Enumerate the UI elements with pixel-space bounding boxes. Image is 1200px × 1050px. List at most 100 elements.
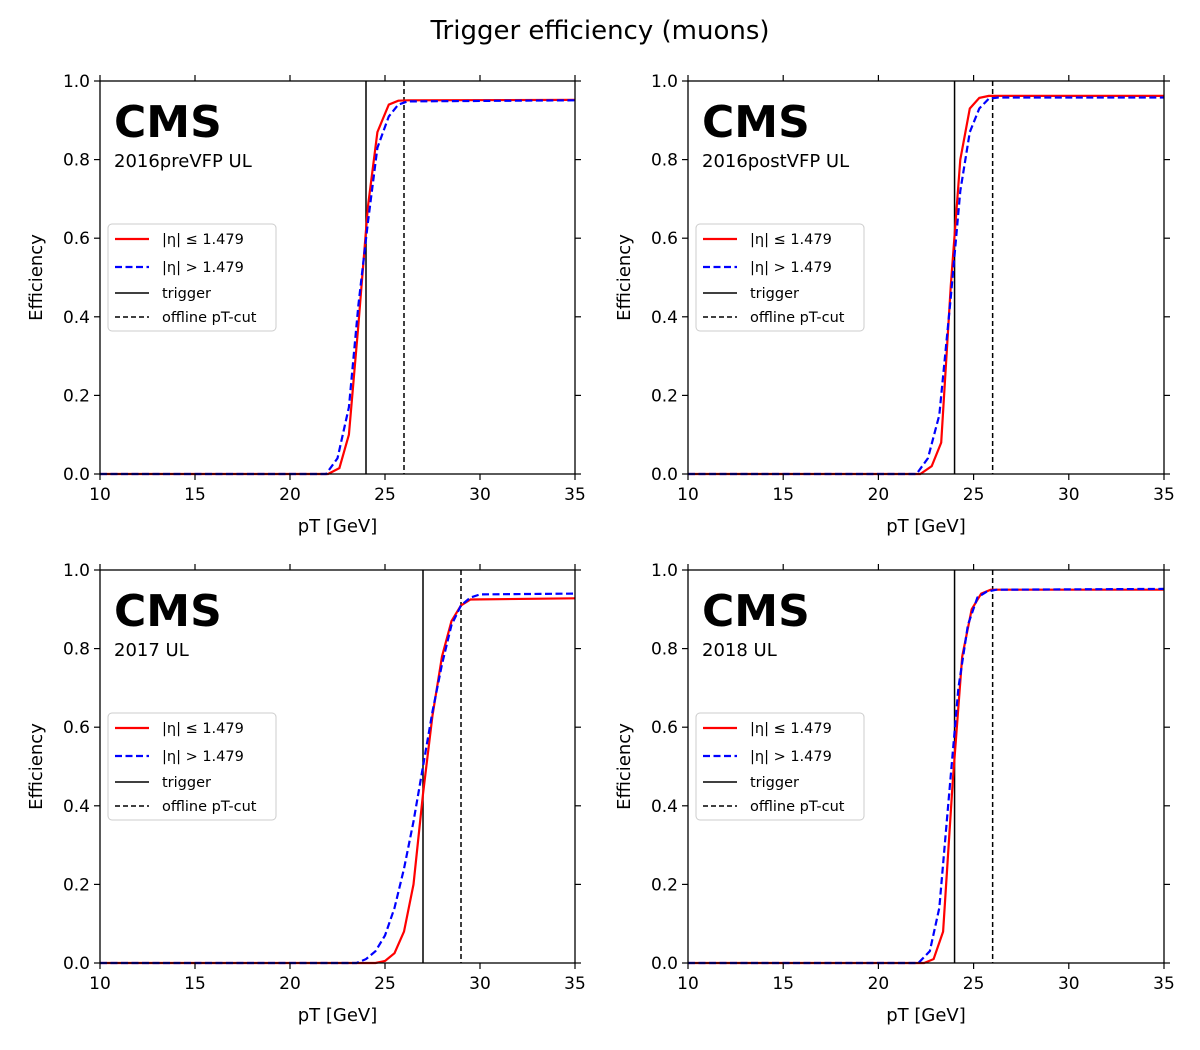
x-tick-label: 35 xyxy=(1153,485,1175,505)
y-tick-label: 0.0 xyxy=(63,954,90,974)
legend-label-trigger: trigger xyxy=(750,286,799,302)
y-axis-label: Efficiency xyxy=(26,723,47,810)
plot-frame xyxy=(687,569,1165,964)
series-barrel-line xyxy=(688,94,1164,476)
legend-box xyxy=(107,712,277,821)
legend-label-endcap: |η| > 1.479 xyxy=(750,260,832,276)
x-axis-label: pT [GeV] xyxy=(886,1005,966,1026)
x-tick-label: 35 xyxy=(564,974,586,994)
legend-label-trigger: trigger xyxy=(750,775,799,791)
x-tick-label: 25 xyxy=(374,485,396,505)
y-axis-label: Efficiency xyxy=(614,234,635,321)
legend-label-offline: offline pT-cut xyxy=(750,310,845,326)
x-axis-label: pT [GeV] xyxy=(298,1005,378,1026)
y-tick-label: 0.6 xyxy=(63,718,90,738)
legend-label-barrel: |η| ≤ 1.479 xyxy=(162,232,244,248)
y-tick-label: 0.8 xyxy=(63,151,90,171)
y-tick-label: 0.0 xyxy=(651,954,678,974)
series-endcap-line xyxy=(100,592,576,965)
x-tick-label: 15 xyxy=(772,974,794,994)
cms-label: CMS xyxy=(702,97,810,148)
x-tick-label: 35 xyxy=(564,485,586,505)
legend-label-offline: offline pT-cut xyxy=(162,799,257,815)
x-tick-label: 10 xyxy=(89,974,111,994)
era-subtitle: 2017 UL xyxy=(114,640,189,661)
legend-label-barrel: |η| ≤ 1.479 xyxy=(750,721,832,737)
x-tick-label: 10 xyxy=(677,485,699,505)
y-tick-label: 1.0 xyxy=(63,72,90,92)
x-tick-label: 10 xyxy=(89,485,111,505)
cms-label: CMS xyxy=(702,586,810,637)
y-tick-label: 0.8 xyxy=(651,640,678,660)
y-tick-label: 0.2 xyxy=(63,386,90,406)
x-tick-label: 10 xyxy=(677,974,699,994)
legend: |η| ≤ 1.479 |η| > 1.479 trigger offline pT-… xyxy=(695,223,865,332)
y-tick-label: 0.4 xyxy=(651,308,678,328)
y-tick-label: 0.8 xyxy=(651,151,678,171)
legend-box xyxy=(695,712,865,821)
x-tick-label: 20 xyxy=(279,974,301,994)
x-tick-label: 35 xyxy=(1153,974,1175,994)
plot-frame xyxy=(99,569,576,964)
y-tick-label: 0.6 xyxy=(651,718,678,738)
y-axis-label: Efficiency xyxy=(26,234,47,321)
x-axis-label: pT [GeV] xyxy=(298,516,378,537)
plot-frame xyxy=(99,80,576,475)
y-tick-label: 0.2 xyxy=(651,386,678,406)
x-tick-label: 15 xyxy=(772,485,794,505)
x-tick-label: 20 xyxy=(279,485,301,505)
figure-title: Trigger efficiency (muons) xyxy=(430,16,770,46)
y-tick-label: 0.4 xyxy=(651,797,678,817)
x-tick-label: 30 xyxy=(469,485,491,505)
x-tick-label: 20 xyxy=(868,485,890,505)
legend-label-endcap: |η| > 1.479 xyxy=(162,260,244,276)
x-axis-label: pT [GeV] xyxy=(886,516,966,537)
legend-box xyxy=(695,223,865,332)
legend: |η| ≤ 1.479 |η| > 1.479 trigger offline pT-… xyxy=(695,712,865,821)
era-subtitle: 2016postVFP UL xyxy=(702,151,849,172)
series-barrel-line xyxy=(100,98,576,476)
x-tick-label: 30 xyxy=(1058,485,1080,505)
y-tick-label: 0.2 xyxy=(651,875,678,895)
y-tick-label: 1.0 xyxy=(651,72,678,92)
subplot-2: 10 15 20 25 30 35 0.0 0.2 0.4 0.6 0.8 1.0 pT [GeV] Ef… xyxy=(614,72,1175,537)
x-tick-label: 25 xyxy=(374,974,396,994)
cms-label: CMS xyxy=(114,586,222,637)
era-subtitle: 2018 UL xyxy=(702,640,777,661)
legend: |η| ≤ 1.479 |η| > 1.479 trigger offline pT-… xyxy=(107,223,277,332)
x-tick-label: 15 xyxy=(184,485,206,505)
legend: |η| ≤ 1.479 |η| > 1.479 trigger offline pT-… xyxy=(107,712,277,821)
series-endcap-line xyxy=(688,96,1164,476)
y-axis-label: Efficiency xyxy=(614,723,635,810)
y-tick-label: 0.0 xyxy=(651,465,678,485)
y-tick-label: 0.2 xyxy=(63,875,90,895)
era-subtitle: 2016preVFP UL xyxy=(114,151,252,172)
legend-label-offline: offline pT-cut xyxy=(750,799,845,815)
series-endcap-line xyxy=(100,99,576,476)
x-tick-label: 20 xyxy=(868,974,890,994)
y-tick-label: 0.4 xyxy=(63,308,90,328)
x-tick-label: 15 xyxy=(184,974,206,994)
x-tick-label: 25 xyxy=(963,974,985,994)
legend-label-offline: offline pT-cut xyxy=(162,310,257,326)
legend-label-trigger: trigger xyxy=(162,775,211,791)
legend-box xyxy=(107,223,277,332)
y-tick-label: 0.8 xyxy=(63,640,90,660)
y-tick-label: 0.0 xyxy=(63,465,90,485)
subplot-3: 10 15 20 25 30 35 0.0 0.2 0.4 0.6 0.8 1.0 pT [GeV] Ef… xyxy=(26,561,586,1026)
y-tick-label: 1.0 xyxy=(651,561,678,581)
plot-frame xyxy=(687,80,1165,475)
x-tick-label: 30 xyxy=(469,974,491,994)
y-tick-label: 0.4 xyxy=(63,797,90,817)
x-tick-label: 30 xyxy=(1058,974,1080,994)
legend-label-barrel: |η| ≤ 1.479 xyxy=(750,232,832,248)
legend-label-trigger: trigger xyxy=(162,286,211,302)
subplot-4: 10 15 20 25 30 35 0.0 0.2 0.4 0.6 0.8 1.0 pT [GeV] Ef… xyxy=(614,561,1175,1026)
y-tick-label: 0.6 xyxy=(63,229,90,249)
legend-label-endcap: |η| > 1.479 xyxy=(162,749,244,765)
subplot-1: 10 15 20 25 30 35 0.0 0.2 0.4 0.6 0.8 1.0 pT [GeV] Ef… xyxy=(26,72,586,537)
y-tick-label: 0.6 xyxy=(651,229,678,249)
series-barrel-line xyxy=(100,597,576,965)
